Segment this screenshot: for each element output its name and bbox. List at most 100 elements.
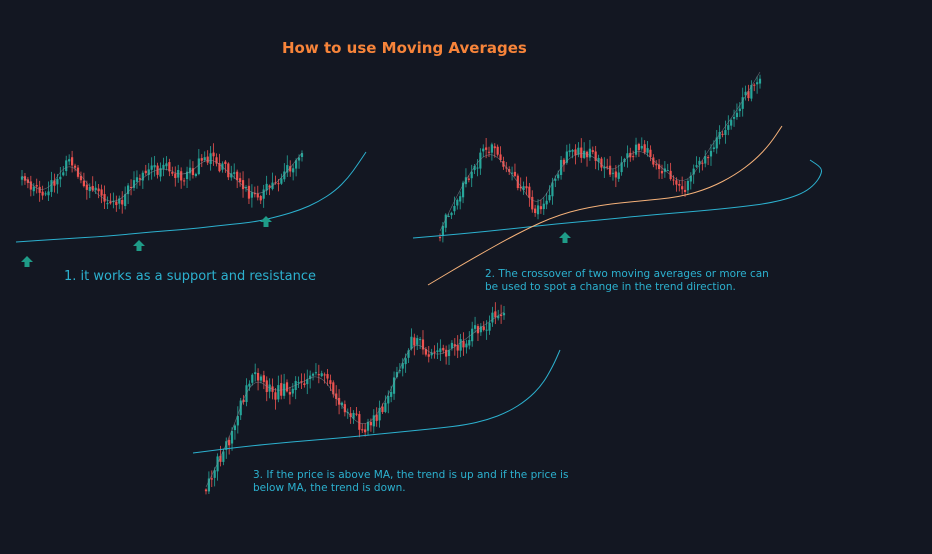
bullish-candle	[473, 325, 477, 329]
bullish-candle	[536, 205, 540, 215]
bullish-candle	[459, 339, 462, 351]
bearish-candle	[210, 478, 213, 480]
bearish-candle	[35, 185, 38, 187]
bullish-candle	[244, 186, 248, 188]
bullish-candle	[88, 187, 91, 192]
bullish-candle	[577, 147, 580, 155]
bullish-candle	[59, 176, 62, 180]
bearish-candle	[227, 163, 230, 178]
bullish-candle	[407, 350, 410, 358]
bearish-candle	[121, 199, 124, 205]
bullish-candle	[291, 388, 294, 394]
bearish-candle	[129, 187, 133, 189]
bullish-candle	[490, 144, 493, 153]
price-trace-line	[21, 152, 303, 202]
bearish-candle	[707, 157, 710, 159]
bearish-candle	[76, 167, 80, 177]
bearish-candle	[747, 91, 750, 99]
bullish-candle	[314, 372, 318, 374]
bullish-candle	[416, 338, 419, 345]
bullish-candle	[465, 343, 468, 348]
bullish-candle	[588, 148, 592, 158]
bullish-candle	[611, 172, 615, 174]
bullish-candle	[502, 313, 506, 316]
bullish-candle	[430, 352, 433, 356]
bearish-candle	[200, 158, 203, 161]
bearish-candle	[79, 175, 83, 181]
bullish-candle	[262, 189, 265, 199]
bullish-candle	[47, 191, 50, 196]
bearish-candle	[369, 422, 373, 426]
bearish-candle	[247, 185, 251, 199]
bullish-candle	[488, 322, 491, 331]
bullish-candle	[626, 153, 629, 158]
bearish-candle	[637, 143, 641, 151]
bullish-candle	[444, 214, 447, 228]
bullish-candle	[730, 120, 733, 126]
bearish-candle	[433, 351, 436, 353]
bearish-candle	[519, 186, 522, 189]
bearish-candle	[288, 392, 292, 395]
bullish-candle	[436, 350, 439, 352]
bearish-candle	[655, 164, 658, 166]
bullish-candle	[692, 168, 695, 175]
bullish-candle	[225, 441, 228, 450]
bullish-candle	[286, 165, 289, 173]
bearish-candle	[442, 347, 445, 351]
bearish-candle	[180, 171, 183, 181]
bearish-candle	[534, 208, 537, 214]
bullish-candle	[230, 430, 234, 444]
moving-average-line	[192, 349, 561, 454]
bullish-candle	[283, 171, 286, 180]
bullish-candle	[715, 137, 718, 149]
price-trace-line	[439, 71, 761, 232]
bullish-candle	[571, 150, 574, 152]
bearish-candle	[219, 455, 222, 462]
bullish-candle	[439, 348, 442, 353]
bullish-candle	[62, 172, 65, 176]
bearish-candle	[97, 188, 100, 192]
bearish-candle	[600, 158, 603, 168]
bullish-candle	[470, 171, 473, 179]
bullish-candle	[106, 203, 109, 205]
bullish-candle	[666, 170, 669, 172]
bearish-candle	[326, 374, 329, 379]
bullish-candle	[459, 196, 462, 202]
bearish-candle	[191, 168, 195, 176]
bullish-candle	[497, 315, 500, 319]
price-trace-line	[205, 311, 505, 488]
bearish-candle	[256, 193, 259, 198]
bullish-candle	[239, 400, 242, 416]
bearish-candle	[505, 167, 508, 169]
bearish-candle	[73, 165, 77, 168]
bearish-candle	[183, 180, 186, 182]
bullish-candle	[280, 178, 283, 184]
bearish-candle	[494, 311, 497, 318]
bullish-candle	[738, 108, 741, 112]
bullish-candle	[112, 201, 115, 203]
bullish-candle	[686, 180, 690, 191]
bearish-candle	[721, 133, 724, 135]
bearish-candle	[115, 201, 118, 206]
bearish-candle	[303, 383, 306, 385]
bearish-candle	[274, 392, 277, 400]
bullish-candle	[479, 152, 482, 169]
bullish-candle	[311, 373, 315, 376]
bullish-candle	[135, 177, 139, 182]
bullish-candle	[165, 163, 168, 167]
bearish-candle	[317, 374, 320, 376]
bullish-candle	[551, 182, 554, 197]
annotation-trend-direction: 3. If the price is above MA, the trend i…	[253, 469, 568, 495]
bearish-candle	[445, 349, 448, 357]
bullish-candle	[250, 192, 253, 198]
bullish-candle	[209, 153, 212, 164]
bullish-candle	[735, 112, 739, 118]
bullish-candle	[118, 198, 121, 204]
bullish-candle	[251, 374, 254, 383]
bullish-candle	[565, 151, 568, 163]
bullish-candle	[583, 150, 586, 158]
moving-average-line	[15, 151, 367, 243]
bearish-candle	[285, 382, 289, 392]
bearish-candle	[41, 191, 44, 196]
bearish-candle	[262, 375, 265, 382]
